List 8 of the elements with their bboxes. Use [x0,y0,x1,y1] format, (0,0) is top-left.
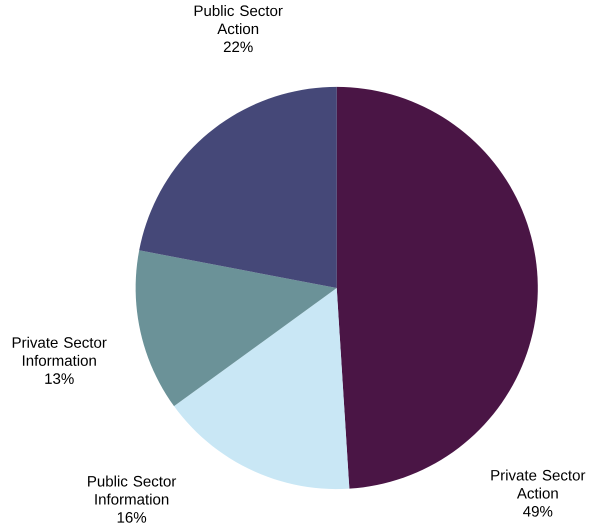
data-label: 49% [523,506,552,517]
slice-label: Private Sector Information [12,336,107,366]
slice-label: Public Sector Action [194,5,283,34]
slice-label: Private Sector Action [491,470,586,499]
data-label: 16% [118,512,146,523]
data-label: 22% [224,42,253,52]
data-label: 13% [45,373,74,384]
slice-label: Public Sector Information [88,476,176,505]
